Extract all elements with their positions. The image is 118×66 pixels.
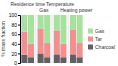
y-axis: 0 20 40 60 80 100 bbox=[9, 12, 21, 66]
plot: 0 20 40 60 80 100Residence timeGasTemperature… bbox=[9, 1, 93, 66]
chart: 0 20 40 60 80 100Residence timeGasTemperature… bbox=[0, 0, 118, 66]
legend-label: Tar bbox=[95, 36, 102, 42]
bar bbox=[77, 15, 83, 43]
y-tick: 0 bbox=[14, 60, 20, 66]
bar bbox=[21, 15, 27, 32]
y-tick-mark bbox=[18, 44, 20, 45]
bar bbox=[60, 44, 66, 57]
legend-item: Gas bbox=[88, 28, 105, 34]
bar bbox=[70, 54, 76, 63]
group-separator bbox=[68, 15, 69, 63]
group-separator bbox=[52, 15, 53, 63]
bar bbox=[70, 29, 76, 54]
y-tick-label: 100 bbox=[9, 12, 18, 18]
bar bbox=[54, 30, 60, 54]
bar bbox=[44, 57, 50, 63]
legend-item: Tar bbox=[88, 36, 102, 42]
legend-label: Charcoal bbox=[95, 44, 115, 50]
bar bbox=[38, 28, 44, 53]
bar bbox=[38, 15, 44, 28]
y-tick-label: 0 bbox=[14, 60, 17, 66]
bar bbox=[28, 57, 34, 63]
bars bbox=[21, 15, 82, 63]
group-separator bbox=[35, 15, 36, 63]
legend-item: Charcoal bbox=[88, 44, 115, 50]
y-tick-label: 60 bbox=[11, 31, 17, 37]
y-tick: 100 bbox=[9, 12, 20, 18]
bar bbox=[54, 15, 60, 30]
bar bbox=[54, 54, 60, 63]
legend-swatch bbox=[88, 45, 93, 50]
y-tick: 60 bbox=[11, 31, 20, 37]
y-tick-label: 80 bbox=[11, 22, 17, 28]
series-bars bbox=[21, 15, 82, 44]
bar bbox=[77, 57, 83, 63]
y-tick-mark bbox=[18, 53, 20, 54]
group-separators bbox=[36, 15, 68, 63]
y-tick-mark bbox=[18, 15, 20, 16]
legend: Gas Tar Charcoal bbox=[88, 28, 115, 50]
bar bbox=[38, 53, 44, 63]
y-axis-line bbox=[18, 16, 21, 64]
legend-label: Gas bbox=[95, 28, 105, 34]
bar bbox=[77, 43, 83, 57]
y-tick-label: 40 bbox=[11, 41, 17, 47]
legend-swatch bbox=[88, 29, 93, 34]
bar bbox=[21, 32, 27, 55]
y-tick: 20 bbox=[11, 51, 20, 57]
bar bbox=[70, 15, 76, 29]
bar bbox=[60, 57, 66, 63]
group-labels: Residence timeGasTemperatureHeating powe… bbox=[10, 1, 92, 13]
legend-swatch bbox=[88, 37, 93, 42]
group-label: Gas bbox=[39, 7, 49, 13]
bar bbox=[28, 15, 34, 44]
y-axis-title: % mass fraction bbox=[0, 21, 6, 57]
y-tick: 40 bbox=[11, 41, 20, 47]
bar bbox=[44, 43, 50, 57]
y-tick-mark bbox=[18, 34, 20, 35]
y-tick-label: 20 bbox=[11, 51, 17, 57]
bar bbox=[44, 15, 50, 43]
y-tick-mark bbox=[18, 25, 20, 26]
y-tick: 80 bbox=[11, 22, 20, 28]
group-label: Heating power bbox=[60, 7, 93, 13]
bar bbox=[60, 15, 66, 44]
bar bbox=[28, 44, 34, 57]
y-tick-mark bbox=[18, 63, 20, 64]
bar bbox=[21, 55, 27, 63]
